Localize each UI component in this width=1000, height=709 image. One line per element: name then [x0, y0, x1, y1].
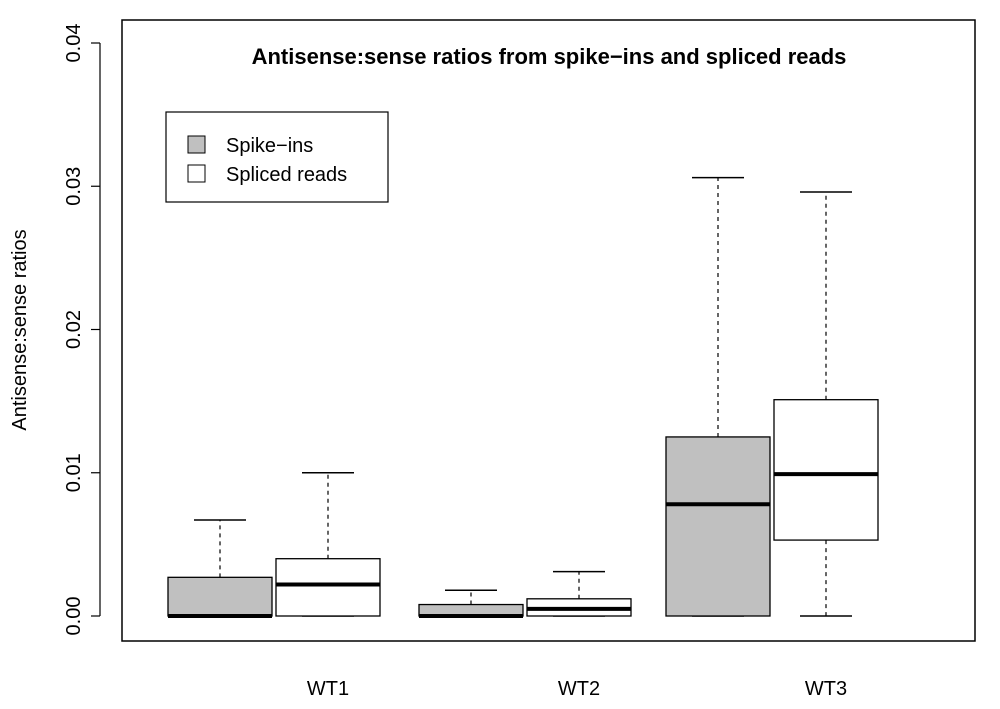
y-tick-label-0: 0.00 — [63, 597, 85, 636]
y-axis: 0.00 0.01 0.02 0.03 0.04 — [63, 24, 101, 636]
y-axis-label: Antisense:sense ratios — [9, 229, 31, 430]
box-iqr — [275, 558, 381, 617]
box-iqr — [167, 576, 273, 617]
box-spike-ins-wt2 — [418, 589, 524, 618]
x-tick-label-wt3: WT3 — [805, 678, 847, 700]
x-axis: WT1 WT2 WT3 — [307, 678, 847, 700]
box-spliced-reads-wt3 — [773, 191, 879, 617]
legend: Spike−ins Spliced reads — [165, 111, 389, 203]
box-spliced-reads-wt2 — [526, 570, 632, 617]
x-tick-label-wt2: WT2 — [558, 678, 600, 700]
legend-label-spike-ins: Spike−ins — [226, 135, 313, 157]
x-tick-label-wt1: WT1 — [307, 678, 349, 700]
y-tick-label-2: 0.02 — [63, 310, 85, 349]
box-spike-ins-wt1 — [167, 519, 273, 618]
box-spike-ins-wt3 — [665, 176, 771, 617]
legend-label-spliced-reads: Spliced reads — [226, 164, 347, 186]
boxes-layer — [167, 176, 879, 618]
chart-title: Antisense:sense ratios from spike−ins an… — [252, 44, 847, 69]
box-iqr — [773, 399, 879, 541]
legend-swatch-spike-ins — [187, 135, 206, 154]
y-tick-label-3: 0.03 — [63, 167, 85, 206]
legend-swatch-spliced-reads — [187, 164, 206, 183]
legend-frame — [165, 111, 389, 203]
plot-frame — [121, 19, 976, 642]
box-iqr — [665, 436, 771, 617]
box-spliced-reads-wt1 — [275, 472, 381, 617]
y-tick-label-4: 0.04 — [63, 24, 85, 63]
y-tick-label-1: 0.01 — [63, 453, 85, 492]
